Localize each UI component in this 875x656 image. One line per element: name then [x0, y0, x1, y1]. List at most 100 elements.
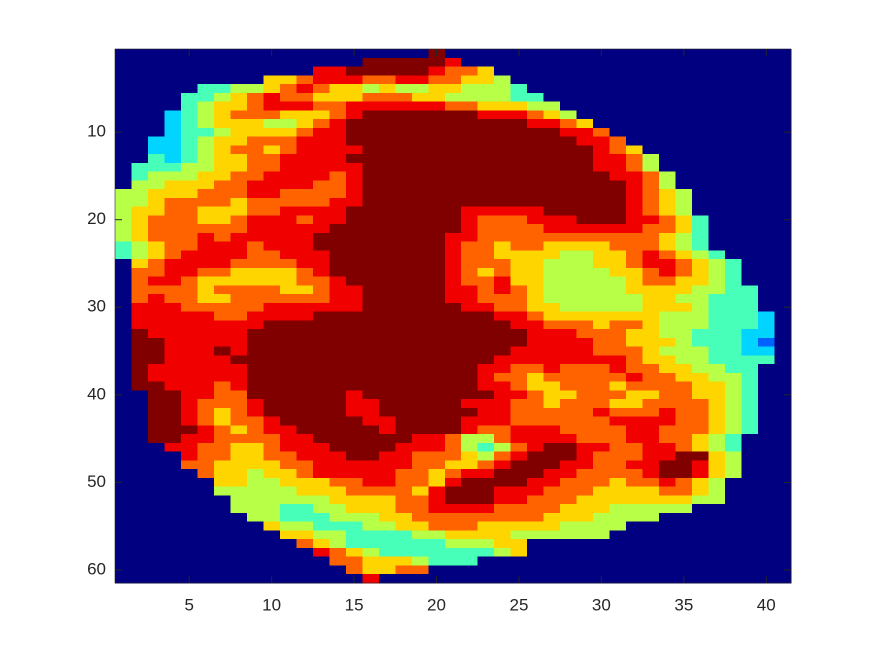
cell	[543, 302, 561, 312]
x-tick-label: 10	[262, 595, 281, 614]
cell	[692, 136, 709, 146]
cell	[263, 399, 281, 409]
cell	[279, 539, 297, 549]
cell	[180, 294, 198, 304]
cell	[230, 180, 248, 190]
cell	[708, 547, 726, 558]
cell	[560, 49, 577, 59]
cell	[692, 407, 709, 417]
cell	[576, 460, 594, 470]
cell	[626, 232, 643, 242]
cell	[560, 565, 577, 575]
cell	[312, 556, 330, 566]
cell	[362, 57, 380, 67]
cell	[428, 416, 446, 426]
cell	[642, 434, 660, 444]
cell	[213, 530, 231, 540]
cell	[626, 285, 643, 295]
cell	[675, 302, 693, 312]
cell	[444, 530, 462, 540]
cell	[164, 294, 182, 304]
cell	[213, 302, 231, 312]
cell	[774, 224, 792, 234]
cell	[477, 390, 495, 400]
cell	[246, 127, 264, 137]
cell	[329, 189, 347, 199]
cell	[461, 547, 479, 558]
cell	[378, 206, 396, 216]
cell	[246, 355, 264, 365]
cell	[378, 495, 396, 505]
cell	[180, 162, 198, 172]
cell	[131, 355, 149, 365]
cell	[444, 425, 462, 435]
cell	[312, 75, 330, 85]
cell	[593, 285, 610, 295]
cell	[626, 539, 643, 549]
cell	[197, 75, 215, 85]
cell	[692, 477, 709, 488]
cell	[197, 556, 215, 566]
cell	[659, 215, 676, 225]
cell	[246, 565, 264, 575]
cell	[774, 574, 792, 584]
cell	[395, 530, 413, 540]
cell	[263, 189, 281, 199]
cell	[510, 162, 528, 172]
cell	[692, 250, 709, 260]
cell	[312, 372, 330, 382]
cell	[494, 434, 512, 444]
cell	[741, 241, 759, 251]
cell	[609, 477, 627, 488]
cell	[494, 539, 512, 549]
cell	[560, 215, 577, 225]
cell	[411, 215, 429, 225]
cell	[428, 154, 446, 164]
cell	[659, 442, 676, 452]
cell	[411, 241, 429, 251]
cell	[659, 556, 676, 566]
cell	[527, 311, 544, 321]
cell	[494, 127, 512, 137]
cell	[230, 434, 248, 444]
cell	[758, 451, 775, 461]
cell	[494, 180, 512, 190]
cell	[543, 565, 561, 575]
cell	[147, 381, 165, 391]
cell	[593, 84, 610, 94]
cell	[197, 241, 215, 251]
cell	[362, 416, 380, 426]
cell	[593, 530, 610, 540]
cell	[609, 355, 627, 365]
cell	[741, 154, 759, 164]
cell	[312, 127, 330, 137]
cell	[444, 469, 462, 479]
cell	[708, 451, 726, 461]
cell	[197, 110, 215, 120]
cell	[395, 224, 413, 234]
cell	[461, 92, 479, 102]
cell	[444, 241, 462, 251]
cell	[197, 101, 215, 111]
cell	[675, 504, 693, 514]
cell	[131, 267, 149, 277]
cell	[609, 442, 627, 452]
cell	[329, 512, 347, 523]
cell	[725, 250, 742, 260]
cell	[279, 302, 297, 312]
cell	[395, 145, 413, 155]
cell	[362, 224, 380, 234]
cell	[708, 127, 726, 137]
cell	[428, 565, 446, 575]
cell	[164, 521, 182, 531]
cell	[329, 110, 347, 120]
cell	[593, 127, 610, 137]
cell	[708, 346, 726, 356]
cell	[279, 574, 297, 584]
cell	[362, 337, 380, 347]
cell	[576, 267, 594, 277]
cell	[378, 390, 396, 400]
cell	[115, 530, 132, 540]
cell	[708, 477, 726, 488]
cell	[395, 416, 413, 426]
